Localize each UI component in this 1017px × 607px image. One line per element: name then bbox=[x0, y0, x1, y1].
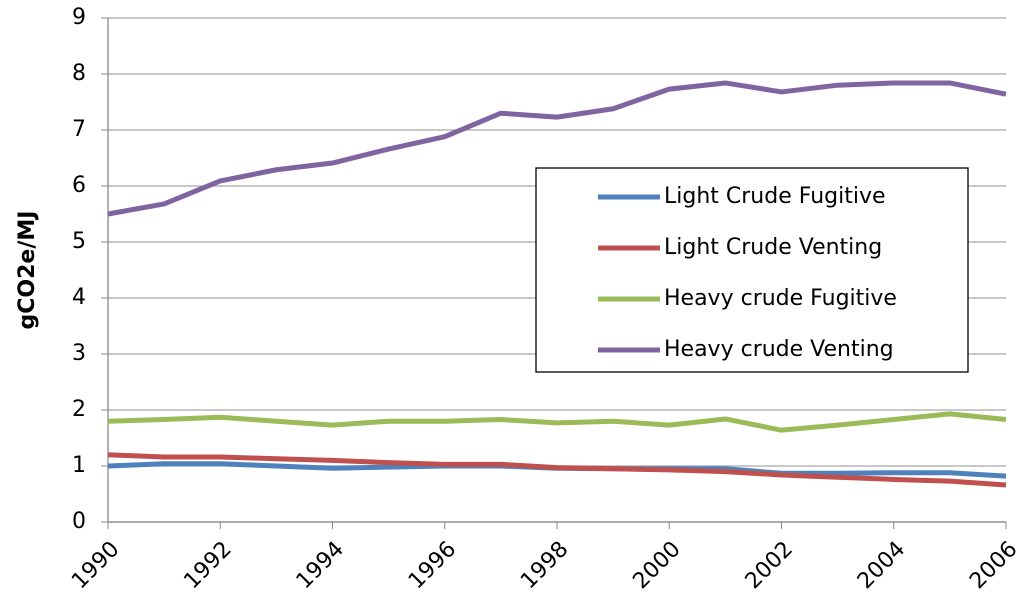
x-tick-label: 1994 bbox=[292, 537, 349, 594]
legend-box bbox=[535, 167, 969, 373]
legend: Light Crude Fugitive Light Crude Venting H… bbox=[535, 167, 969, 373]
y-tick-label: 6 bbox=[72, 173, 86, 198]
y-axis-label: gCO2e/MJ bbox=[15, 211, 40, 330]
y-tick-label: 5 bbox=[72, 229, 86, 254]
x-tick-label: 2000 bbox=[628, 537, 685, 594]
y-tick-label: 3 bbox=[72, 341, 86, 366]
series-line bbox=[107, 452, 1007, 488]
y-tick-label: 0 bbox=[72, 509, 86, 534]
legend-label: Heavy crude Venting bbox=[664, 337, 894, 362]
y-tick-label: 1 bbox=[72, 453, 86, 478]
series-line bbox=[107, 411, 1007, 433]
x-tick-label: 2006 bbox=[965, 537, 1017, 594]
x-tick-label: 2002 bbox=[741, 537, 798, 594]
y-tick-label: 9 bbox=[72, 5, 86, 30]
legend-label: Light Crude Venting bbox=[664, 235, 882, 260]
y-tick-label: 8 bbox=[72, 61, 86, 86]
x-tick-label: 1998 bbox=[516, 537, 573, 594]
x-tick-label: 1992 bbox=[179, 537, 236, 594]
legend-label: Light Crude Fugitive bbox=[664, 184, 886, 209]
legend-label: Heavy crude Fugitive bbox=[664, 286, 897, 311]
x-tick-label: 1996 bbox=[404, 537, 461, 594]
y-tick-label: 7 bbox=[72, 117, 86, 142]
y-tick-label: 4 bbox=[72, 285, 86, 310]
x-tick-label: 1990 bbox=[67, 537, 124, 594]
y-tick-label: 2 bbox=[72, 397, 86, 422]
x-tick-label: 2004 bbox=[853, 537, 910, 594]
series-line bbox=[107, 80, 1007, 217]
